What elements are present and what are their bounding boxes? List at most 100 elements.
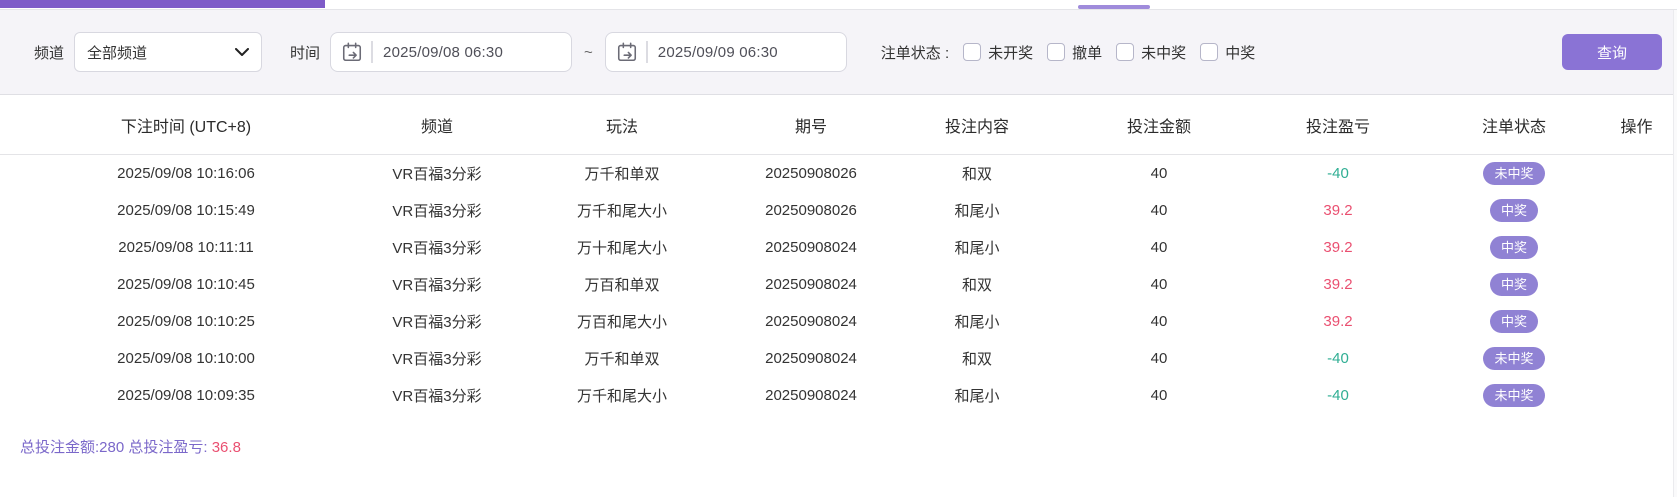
cell-content: 和双 — [961, 351, 992, 368]
total-amount-value: 280 — [99, 439, 125, 456]
channel-select[interactable]: 全部频道 — [74, 32, 263, 72]
status-option-4[interactable]: 中奖 — [1200, 42, 1255, 63]
status-option-3[interactable]: 未中奖 — [1116, 42, 1186, 63]
cell-status: 未中奖 — [1432, 347, 1596, 370]
checkbox-label: 撤单 — [1072, 44, 1103, 62]
cell-status: 未中奖 — [1432, 162, 1596, 185]
cell-time: 2025/09/08 10:16:06 — [117, 165, 255, 182]
cell-status: 中奖 — [1432, 236, 1596, 259]
cell-amount: 40 — [1150, 387, 1168, 404]
filter-bar: 频道 全部频道 时间 2025/09/08 06:30 ~ — [0, 10, 1677, 95]
chevron-down-icon — [235, 47, 250, 57]
checkbox-icon[interactable] — [1116, 43, 1135, 61]
table-row: 2025/09/08 10:15:49 VR百福3分彩 万千和尾大小 20250908… — [0, 192, 1677, 229]
cell-profit: 39.2 — [1323, 276, 1353, 293]
column-header-5: 投注内容 — [944, 118, 1009, 136]
cell-amount: 40 — [1150, 239, 1168, 256]
cell-status: 未中奖 — [1432, 384, 1596, 407]
column-header-9: 操作 — [1620, 118, 1653, 136]
calendar-icon — [341, 41, 363, 63]
cell-issue: 20250908026 — [765, 165, 857, 182]
summary-line: 总投注金额:280 总投注盈亏: 36.8 — [20, 436, 1677, 457]
cell-amount: 40 — [1150, 276, 1168, 293]
status-badge: 中奖 — [1489, 236, 1538, 259]
cell-time: 2025/09/08 10:09:35 — [117, 387, 255, 404]
cell-profit: -40 — [1327, 350, 1349, 367]
top-accent-bar — [0, 0, 325, 8]
input-divider — [645, 41, 648, 63]
status-badge: 未中奖 — [1483, 347, 1545, 370]
cell-time: 2025/09/08 10:10:45 — [117, 276, 255, 293]
column-header-8: 注单状态 — [1481, 118, 1546, 136]
cell-content: 和尾小 — [954, 314, 1000, 331]
table-row: 2025/09/08 10:10:00 VR百福3分彩 万千和单双 202509080… — [0, 340, 1677, 377]
date-from-input[interactable]: 2025/09/08 06:30 — [330, 32, 573, 72]
cell-time: 2025/09/08 10:11:11 — [118, 239, 254, 256]
cell-issue: 20250908024 — [765, 276, 857, 293]
channel-select-value: 全部频道 — [87, 44, 148, 62]
checkbox-icon[interactable] — [1200, 43, 1219, 61]
cell-content: 和双 — [961, 166, 992, 183]
cell-time: 2025/09/08 10:15:49 — [117, 202, 255, 219]
cell-channel: VR百福3分彩 — [392, 351, 482, 368]
cell-channel: VR百福3分彩 — [392, 240, 482, 257]
order-status-label: 注单状态 : — [880, 44, 950, 62]
search-button[interactable]: 查询 — [1562, 34, 1662, 70]
cell-channel: VR百福3分彩 — [392, 314, 482, 331]
column-header-7: 投注盈亏 — [1305, 118, 1370, 136]
cell-amount: 40 — [1150, 350, 1168, 367]
cell-profit: 39.2 — [1323, 202, 1353, 219]
total-profit-value: 36.8 — [211, 439, 241, 456]
calendar-icon — [616, 41, 638, 63]
table-row: 2025/09/08 10:09:35 VR百福3分彩 万千和尾大小 20250908… — [0, 377, 1677, 414]
cell-amount: 40 — [1150, 202, 1168, 219]
cell-issue: 20250908024 — [765, 239, 857, 256]
total-amount-label: 总投注金额: — [20, 439, 100, 456]
cell-channel: VR百福3分彩 — [392, 203, 482, 220]
cell-profit: -40 — [1327, 165, 1349, 182]
date-range-separator: ~ — [584, 43, 593, 61]
order-status-checkbox-group: 未开奖 撤单 未中奖 中奖 — [949, 42, 1255, 63]
cell-channel: VR百福3分彩 — [392, 166, 482, 183]
checkbox-label: 中奖 — [1225, 44, 1256, 62]
status-badge: 中奖 — [1489, 199, 1538, 222]
cell-channel: VR百福3分彩 — [392, 388, 482, 405]
cell-profit: 39.2 — [1323, 239, 1353, 256]
checkbox-icon[interactable] — [963, 43, 982, 61]
cell-profit: -40 — [1327, 387, 1349, 404]
column-header-3: 玩法 — [605, 118, 638, 136]
cell-issue: 20250908024 — [765, 350, 857, 367]
date-to-input[interactable]: 2025/09/09 06:30 — [604, 32, 847, 72]
column-header-1: 下注时间 (UTC+8) — [120, 118, 252, 136]
checkbox-icon[interactable] — [1047, 43, 1066, 61]
status-option-1[interactable]: 未开奖 — [963, 42, 1033, 63]
cell-play: 万千和单双 — [584, 351, 660, 368]
table-header-row: 下注时间 (UTC+8) 频道 玩法 期号 投注内容 投注金额 投注盈亏 注单状态 操作 — [0, 95, 1677, 155]
channel-label: 频道 — [34, 44, 65, 62]
cell-play: 万百和单双 — [584, 277, 660, 294]
column-header-2: 频道 — [420, 118, 453, 136]
cell-issue: 20250908024 — [765, 387, 857, 404]
cell-issue: 20250908024 — [765, 313, 857, 330]
cell-amount: 40 — [1150, 165, 1168, 182]
date-to-value: 2025/09/09 06:30 — [657, 43, 778, 61]
status-option-2[interactable]: 撤单 — [1047, 42, 1102, 63]
cell-content: 和尾小 — [954, 388, 1000, 405]
scrollbar-track[interactable] — [1673, 10, 1677, 497]
cell-status: 中奖 — [1432, 310, 1596, 333]
cell-amount: 40 — [1150, 313, 1168, 330]
table-row: 2025/09/08 10:10:45 VR百福3分彩 万百和单双 202509080… — [0, 266, 1677, 303]
table-row: 2025/09/08 10:11:11 VR百福3分彩 万十和尾大小 20250908… — [0, 229, 1677, 266]
checkbox-label: 未中奖 — [1141, 44, 1187, 62]
top-strip — [0, 0, 1677, 10]
cell-issue: 20250908026 — [765, 202, 857, 219]
cell-time: 2025/09/08 10:10:00 — [117, 350, 255, 367]
date-from-value: 2025/09/08 06:30 — [383, 43, 504, 61]
status-badge: 中奖 — [1489, 273, 1538, 296]
cell-content: 和双 — [961, 277, 992, 294]
column-header-6: 投注金额 — [1126, 118, 1191, 136]
cell-content: 和尾小 — [954, 240, 1000, 257]
checkbox-label: 未开奖 — [988, 44, 1034, 62]
column-header-4: 期号 — [794, 118, 827, 136]
